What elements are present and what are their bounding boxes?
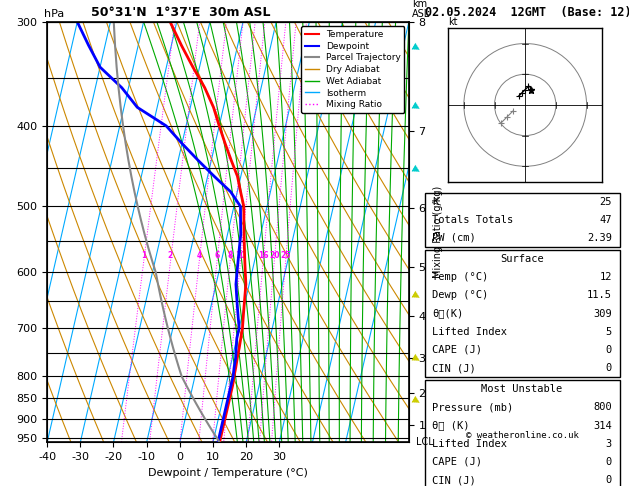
Text: ▶: ▶ xyxy=(411,100,422,112)
Text: 50°31'N  1°37'E  30m ASL: 50°31'N 1°37'E 30m ASL xyxy=(91,6,270,19)
Text: 10: 10 xyxy=(235,251,246,260)
Bar xyxy=(425,192,620,247)
Text: 0: 0 xyxy=(606,345,612,355)
Text: 3: 3 xyxy=(606,439,612,449)
Text: Totals Totals: Totals Totals xyxy=(432,215,514,225)
Text: 1: 1 xyxy=(141,251,147,260)
Text: 4: 4 xyxy=(196,251,202,260)
Text: 12: 12 xyxy=(599,272,612,282)
Text: © weatheronline.co.uk: © weatheronline.co.uk xyxy=(465,431,579,440)
Text: 314: 314 xyxy=(593,420,612,431)
Text: Lifted Index: Lifted Index xyxy=(432,439,508,449)
Text: Surface: Surface xyxy=(500,254,544,264)
Text: 47: 47 xyxy=(599,215,612,225)
Legend: Temperature, Dewpoint, Parcel Trajectory, Dry Adiabat, Wet Adiabat, Isotherm, Mi: Temperature, Dewpoint, Parcel Trajectory… xyxy=(301,26,404,113)
Text: 25: 25 xyxy=(281,251,291,260)
X-axis label: Dewpoint / Temperature (°C): Dewpoint / Temperature (°C) xyxy=(148,468,308,478)
Text: 11.5: 11.5 xyxy=(587,291,612,300)
Text: ▶: ▶ xyxy=(411,41,422,53)
Text: θᴄ(K): θᴄ(K) xyxy=(432,309,464,319)
Text: CAPE (J): CAPE (J) xyxy=(432,457,482,467)
Text: Lifted Index: Lifted Index xyxy=(432,327,508,337)
Text: 8: 8 xyxy=(227,251,233,260)
Text: 16: 16 xyxy=(258,251,269,260)
Text: Pressure (mb): Pressure (mb) xyxy=(432,402,514,413)
Text: 0: 0 xyxy=(606,457,612,467)
Text: ▶: ▶ xyxy=(411,352,422,364)
Bar xyxy=(425,380,620,486)
Text: 6: 6 xyxy=(214,251,220,260)
Text: Dewp (°C): Dewp (°C) xyxy=(432,291,489,300)
Text: 25: 25 xyxy=(599,197,612,207)
Text: K: K xyxy=(432,197,438,207)
Bar xyxy=(425,250,620,377)
Text: kt: kt xyxy=(448,17,458,27)
Text: CAPE (J): CAPE (J) xyxy=(432,345,482,355)
Text: 20: 20 xyxy=(269,251,279,260)
Text: km
ASL: km ASL xyxy=(412,0,430,19)
Text: 800: 800 xyxy=(593,402,612,413)
Text: Most Unstable: Most Unstable xyxy=(481,384,563,394)
Text: θᴄ (K): θᴄ (K) xyxy=(432,420,470,431)
Text: 2.39: 2.39 xyxy=(587,233,612,243)
Text: 0: 0 xyxy=(606,475,612,485)
Text: 5: 5 xyxy=(606,327,612,337)
Text: hPa: hPa xyxy=(44,9,64,19)
Text: ▶: ▶ xyxy=(411,289,422,301)
Text: ▶: ▶ xyxy=(411,163,422,175)
Y-axis label: Mixing Ratio (g/kg): Mixing Ratio (g/kg) xyxy=(433,186,443,278)
Text: CIN (J): CIN (J) xyxy=(432,475,476,485)
Text: ▶: ▶ xyxy=(411,394,422,406)
Text: PW (cm): PW (cm) xyxy=(432,233,476,243)
Text: 309: 309 xyxy=(593,309,612,319)
Text: 2: 2 xyxy=(168,251,173,260)
Text: LCL: LCL xyxy=(416,436,434,447)
Text: 02.05.2024  12GMT  (Base: 12): 02.05.2024 12GMT (Base: 12) xyxy=(425,6,629,19)
Text: Temp (°C): Temp (°C) xyxy=(432,272,489,282)
Text: 0: 0 xyxy=(606,363,612,373)
Text: CIN (J): CIN (J) xyxy=(432,363,476,373)
